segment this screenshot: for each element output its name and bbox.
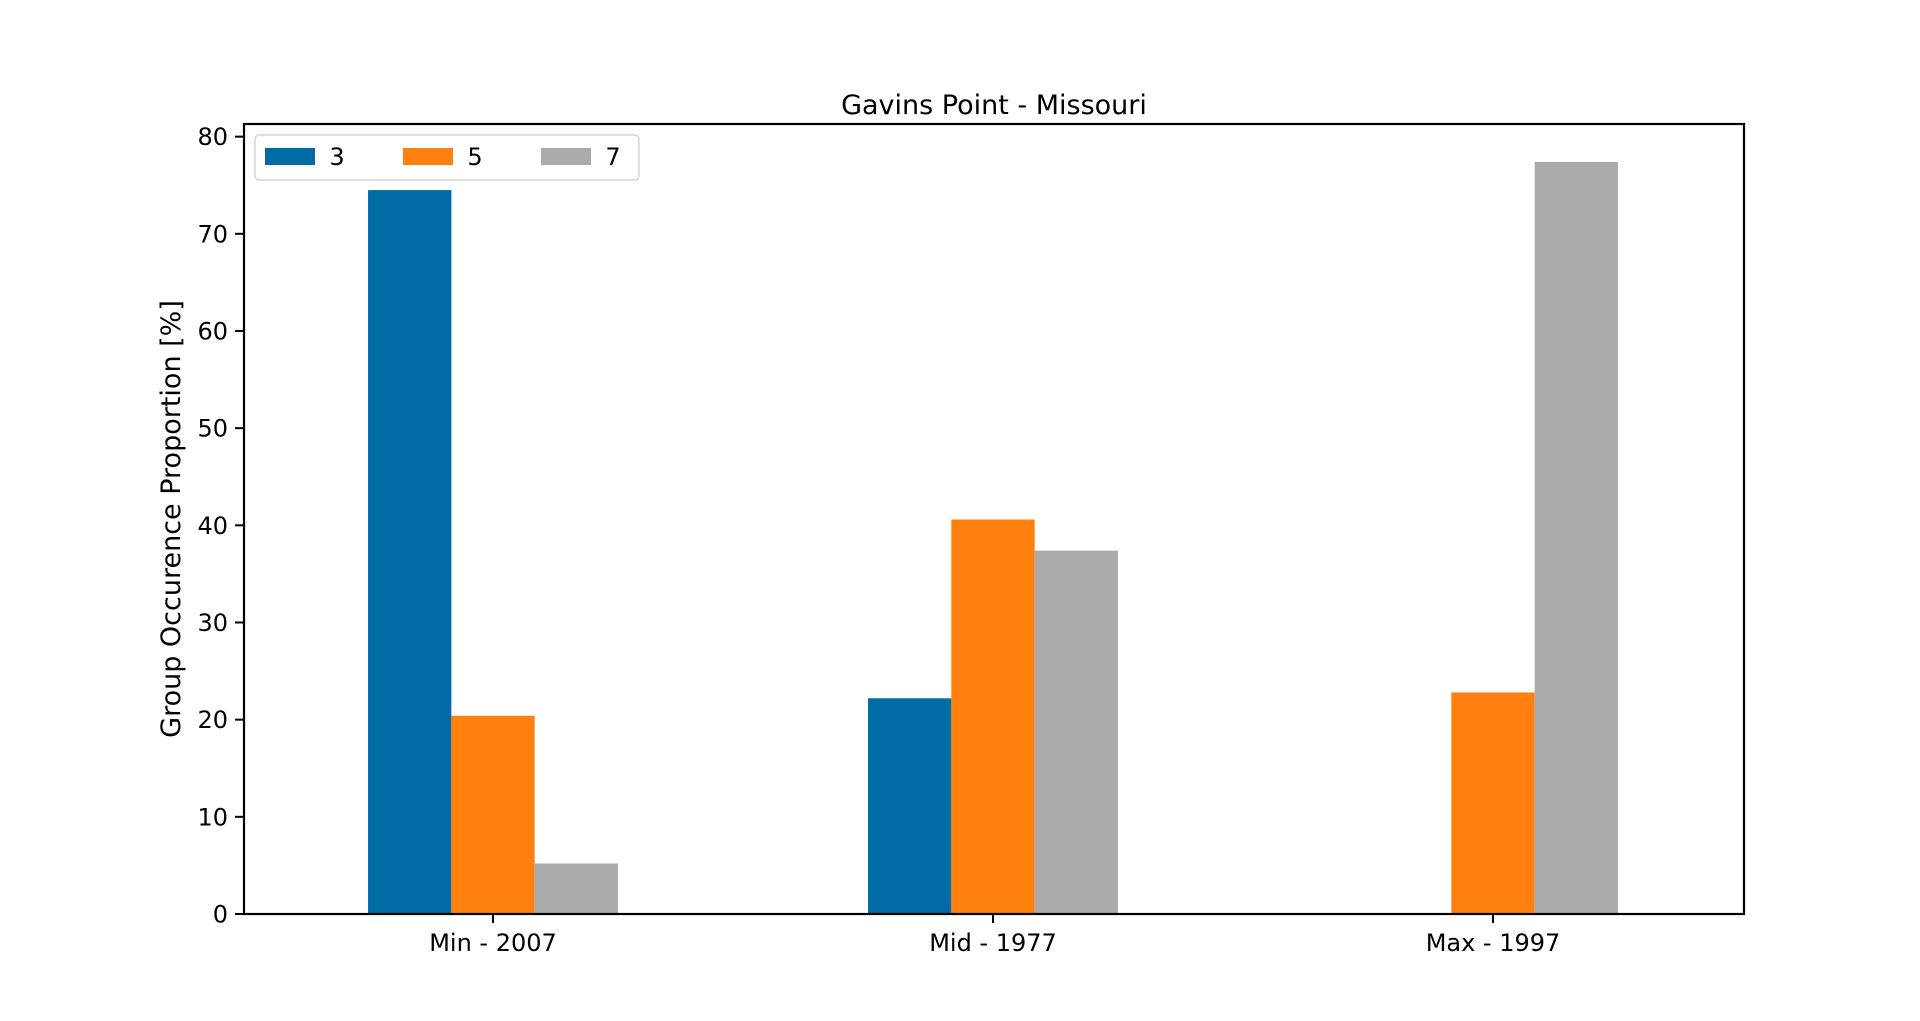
y-tick-label: 80 xyxy=(197,123,228,151)
bar-series-3-0 xyxy=(368,190,452,914)
y-tick-label: 70 xyxy=(197,220,228,248)
y-tick-label: 10 xyxy=(197,803,228,831)
legend: 3 5 7 xyxy=(254,134,640,181)
bar-series-7-2 xyxy=(1534,161,1618,914)
legend-swatch-5 xyxy=(403,148,453,165)
bar-series-5-2 xyxy=(1451,692,1535,914)
y-tick-label: 0 xyxy=(213,901,228,929)
ticks-layer: 0 10 20 30 40 50 60 70 80 Min - 2007 Mid - 1977 Max… xyxy=(197,123,1560,957)
y-axis-label: Group Occurence Proportion [%] xyxy=(156,300,187,738)
legend-label-3: 3 xyxy=(329,143,344,171)
legend-label-5: 5 xyxy=(467,143,482,171)
legend-swatch-7 xyxy=(541,148,591,165)
y-tick-label: 50 xyxy=(197,415,228,443)
plot-frame xyxy=(242,122,1746,916)
bar-series-7-1 xyxy=(1034,550,1118,914)
x-tick-label: Max - 1997 xyxy=(1426,929,1561,957)
y-tick-label: 20 xyxy=(197,706,228,734)
y-tick-label: 60 xyxy=(197,317,228,345)
legend-swatch-3 xyxy=(265,148,315,165)
legend-label-7: 7 xyxy=(605,143,620,171)
x-tick-label: Min - 2007 xyxy=(429,929,557,957)
bar-series-5-1 xyxy=(951,519,1035,914)
bar-series-3-1 xyxy=(868,698,952,914)
bar-series-7-0 xyxy=(534,863,618,914)
bar-series-5-0 xyxy=(451,715,535,914)
bars-layer xyxy=(368,161,1618,914)
y-tick-label: 30 xyxy=(197,609,228,637)
chart-title: Gavins Point - Missouri xyxy=(841,90,1147,121)
x-tick-label: Mid - 1977 xyxy=(929,929,1057,957)
y-tick-label: 40 xyxy=(197,512,228,540)
